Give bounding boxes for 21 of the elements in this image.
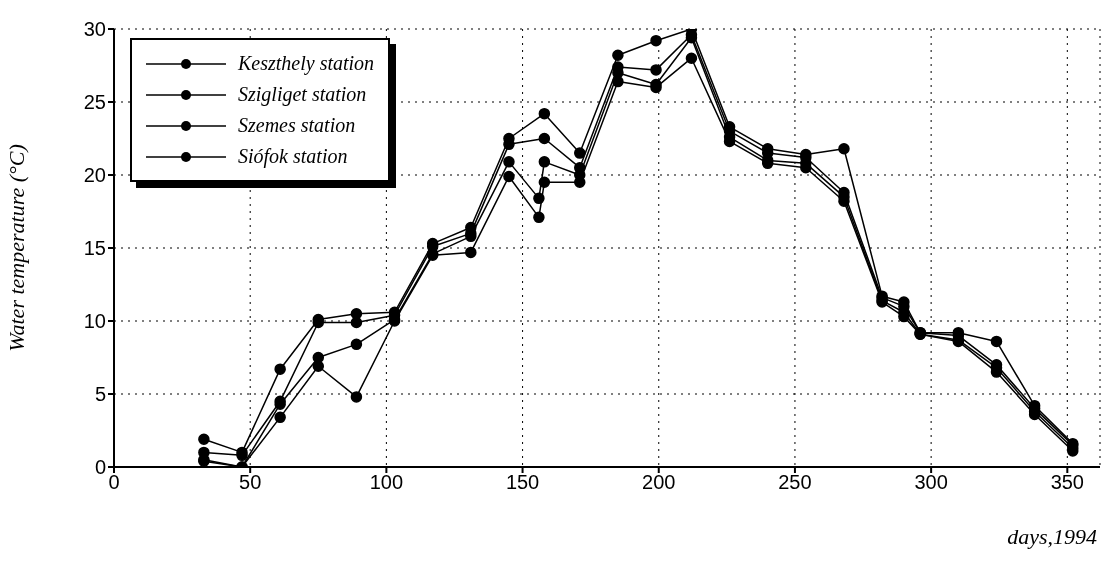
x-tick-label: 350 — [1050, 471, 1084, 494]
x-tick-label: 50 — [239, 471, 262, 494]
y-tick-label: 5 — [94, 383, 106, 406]
x-tick-label: 150 — [505, 471, 540, 494]
y-tick-label: 15 — [83, 237, 106, 260]
legend-label: Siófok station — [238, 145, 348, 168]
x-tick-label: 300 — [914, 471, 948, 494]
legend-label: Keszthely station — [238, 52, 375, 75]
x-tick-label: 100 — [369, 471, 404, 494]
y-tick-label: 20 — [83, 164, 106, 187]
x-tick-label: 250 — [778, 471, 812, 494]
y-axis-title: Water temperature (°C) — [3, 144, 29, 352]
y-tick-label: 30 — [83, 18, 106, 41]
legend-label: Szigliget station — [238, 83, 367, 106]
legend-label: Szemes station — [238, 114, 356, 137]
y-tick-label: 0 — [94, 456, 106, 479]
x-tick-label: 200 — [642, 471, 676, 494]
y-tick-label: 25 — [83, 91, 106, 114]
y-tick-label: 10 — [83, 310, 106, 333]
x-axis-title: days,1994 — [1007, 524, 1097, 550]
x-tick-label: 0 — [108, 471, 120, 494]
